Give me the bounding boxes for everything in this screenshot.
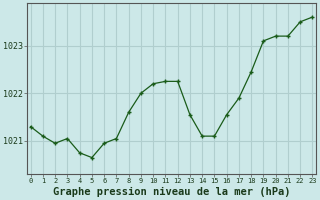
X-axis label: Graphe pression niveau de la mer (hPa): Graphe pression niveau de la mer (hPa) [53, 187, 290, 197]
